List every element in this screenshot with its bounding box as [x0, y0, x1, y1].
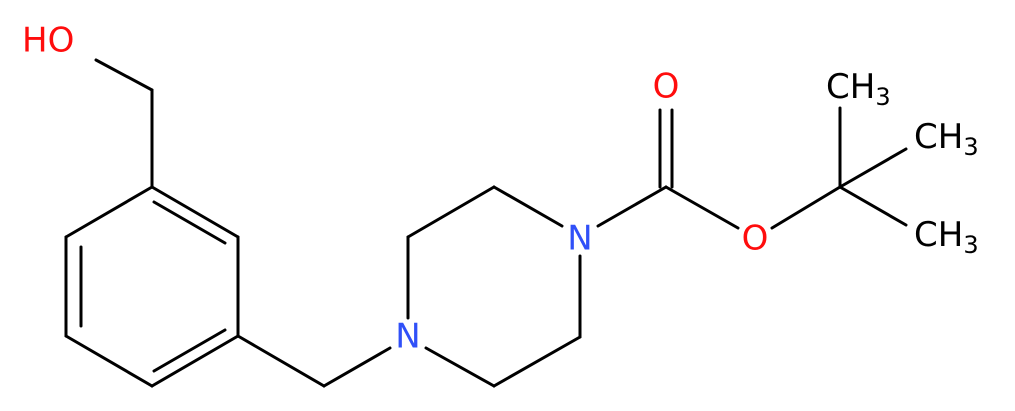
bond	[770, 185, 842, 230]
bond	[838, 185, 908, 227]
atom-label-main: CH	[826, 67, 875, 107]
bond	[150, 185, 240, 239]
atom-label-main: CH	[914, 215, 963, 255]
bond	[492, 335, 582, 388]
atom-label: CH3	[826, 67, 891, 112]
atom-label-sub: 3	[963, 231, 978, 259]
bond	[150, 334, 240, 388]
bond	[236, 334, 326, 388]
atom-label: N	[567, 219, 592, 259]
bond	[424, 346, 496, 388]
bond	[492, 185, 564, 228]
bond	[64, 185, 154, 239]
atom-label: O	[742, 219, 769, 259]
atom-label-sub: 3	[875, 83, 890, 111]
atom-label: HO	[22, 21, 74, 61]
atom-label: CH3	[914, 117, 979, 162]
bond	[664, 185, 740, 230]
bonds	[64, 58, 908, 388]
bond	[596, 185, 668, 228]
bond	[322, 346, 392, 388]
bond	[838, 147, 908, 189]
atom-label: CH3	[914, 215, 979, 260]
bond	[64, 334, 154, 388]
atom-label-sub: 3	[963, 133, 978, 161]
bond	[406, 185, 496, 239]
bond	[94, 58, 154, 92]
bond	[152, 200, 227, 245]
atom-label: N	[395, 317, 420, 357]
atom-label: O	[653, 67, 680, 107]
bond	[152, 328, 227, 373]
atom-label-main: CH	[914, 117, 963, 157]
